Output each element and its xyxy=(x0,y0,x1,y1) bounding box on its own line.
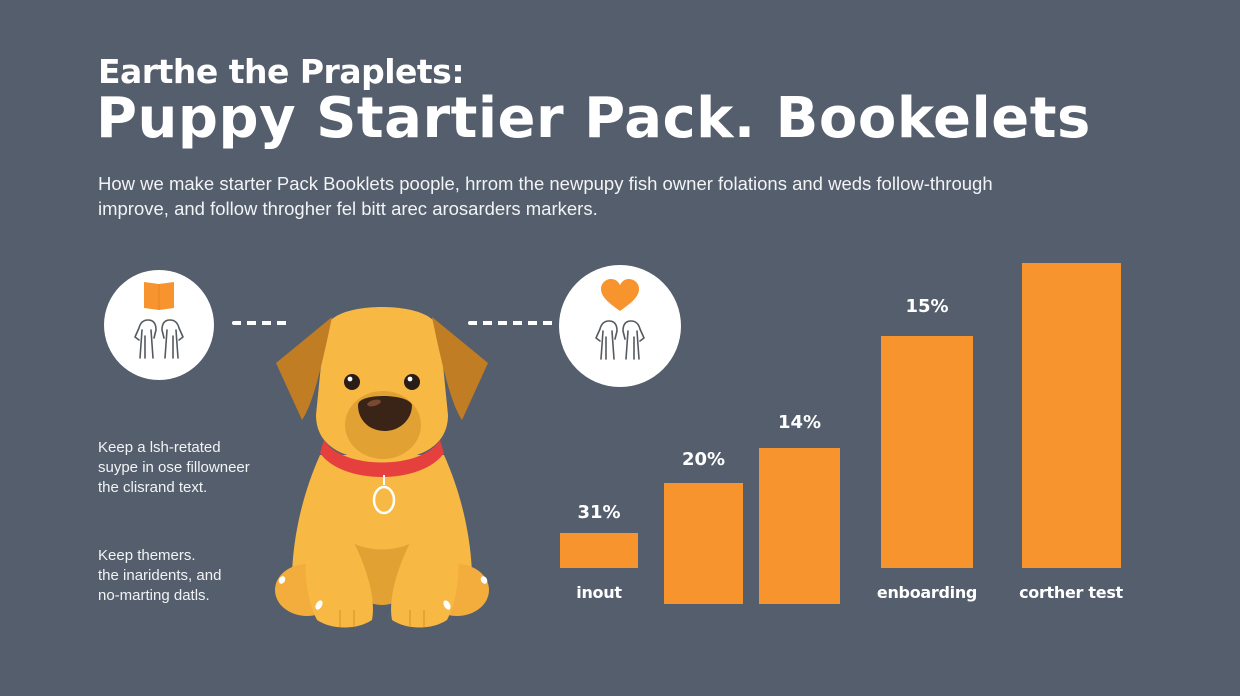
note-1-line-2: suype in ose fillowneer xyxy=(98,459,250,476)
bar-value-2: 20% xyxy=(681,449,726,470)
two-people-icon xyxy=(134,319,184,359)
note-2-line-1: Keep themers. xyxy=(98,547,196,564)
bar-category-5: corther test xyxy=(1019,583,1123,602)
puppy-illustration xyxy=(275,307,489,628)
note-1-line-3: the clisrand text. xyxy=(98,479,208,496)
bar-value-3: 14% xyxy=(777,412,822,433)
page-title: Puppy Startier Pack. Bookelets xyxy=(96,86,1091,151)
bar-value-1: 31% xyxy=(577,502,621,523)
bar-5 xyxy=(1022,263,1121,568)
note-2: Keep themers. the inaridents, and no-mar… xyxy=(98,546,221,606)
bar-3 xyxy=(759,448,840,604)
bar-category-1: inout xyxy=(576,583,622,602)
bar-4 xyxy=(881,336,973,568)
note-1-line-1: Keep a lsh-retated xyxy=(98,439,221,456)
left-ear xyxy=(276,317,332,420)
book-icon xyxy=(134,282,184,359)
note-1: Keep a lsh-retated suype in ose fillowne… xyxy=(98,438,250,498)
note-2-line-2: the inaridents, and xyxy=(98,567,222,584)
left-eye xyxy=(344,374,360,390)
bar-1 xyxy=(560,533,638,568)
book-people-badge xyxy=(104,270,214,380)
bar-2 xyxy=(664,483,743,604)
heart-icon xyxy=(595,279,645,360)
right-ear xyxy=(432,317,488,420)
heart-people-badge xyxy=(559,265,681,387)
page-subtitle: How we make starter Pack Booklets poople… xyxy=(98,173,993,219)
connector-right xyxy=(468,321,556,325)
bar-value-4: 15% xyxy=(905,296,949,317)
note-2-line-3: no-marting datls. xyxy=(98,587,210,604)
connector-left xyxy=(232,321,290,325)
bar-category-4: enboarding xyxy=(876,583,978,602)
right-eye xyxy=(404,374,420,390)
two-people-icon xyxy=(595,320,645,360)
collar xyxy=(320,440,444,477)
header-kicker: Earthe the Praplets: xyxy=(98,52,465,91)
collar-tag-icon xyxy=(372,485,396,515)
